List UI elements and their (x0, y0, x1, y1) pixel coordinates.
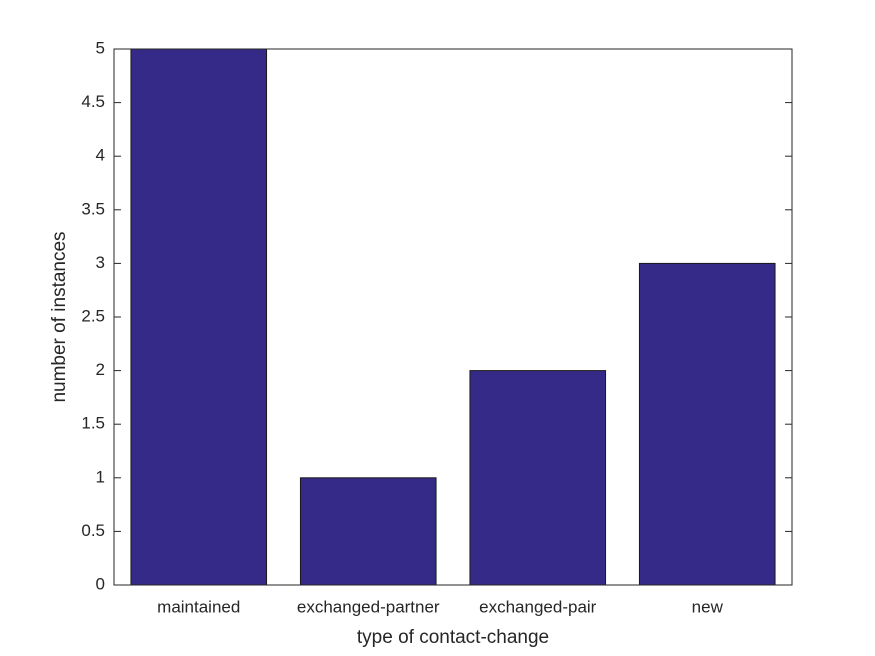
y-tick-label: 0 (96, 574, 105, 593)
y-tick-label: 1 (96, 467, 105, 486)
bar (130, 48, 268, 586)
bar (299, 477, 437, 586)
x-tick-label: exchanged-pair (479, 597, 597, 616)
y-tick-label: 3.5 (81, 199, 105, 218)
x-axis-title: type of contact-change (357, 627, 549, 648)
y-axis-title: number of instances (49, 231, 70, 402)
y-tick-label: 2.5 (81, 306, 105, 325)
y-tick-label: 0.5 (81, 521, 105, 540)
y-tick-label: 5 (96, 38, 105, 57)
bar (638, 262, 776, 586)
y-tick-label: 1.5 (81, 414, 105, 433)
y-tick-label: 4 (96, 146, 105, 165)
x-tick-label: exchanged-partner (297, 597, 440, 616)
bar (469, 370, 607, 586)
y-tick-label: 2 (96, 360, 105, 379)
y-tick-label: 3 (96, 253, 105, 272)
x-tick-label: maintained (157, 597, 240, 616)
x-tick-label: new (692, 597, 724, 616)
y-tick-label: 4.5 (81, 92, 105, 111)
